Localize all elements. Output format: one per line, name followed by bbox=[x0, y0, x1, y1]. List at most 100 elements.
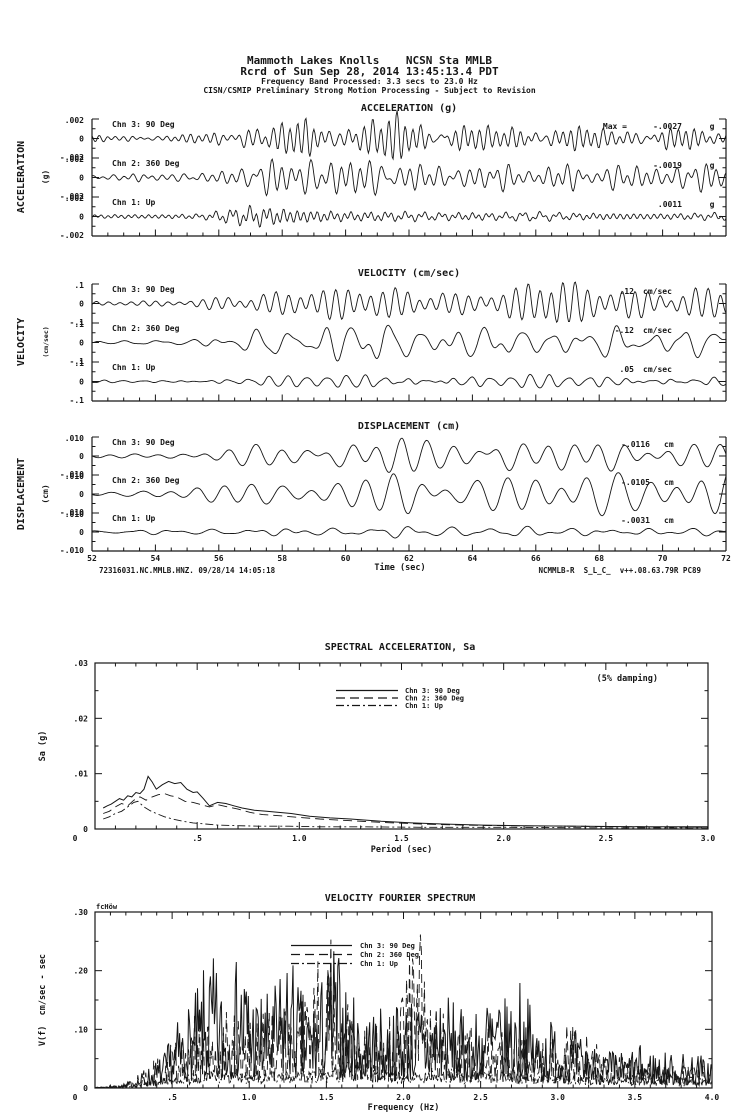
velocity-fourier-spectrum-title: VELOCITY FOURIER SPECTRUM bbox=[325, 893, 476, 904]
max-value: -.0105 bbox=[621, 478, 650, 487]
y-tick-label: .02 bbox=[74, 714, 89, 723]
x-tick-label: 3.0 bbox=[551, 1093, 566, 1102]
x-tick-label: 0 bbox=[73, 834, 78, 843]
max-unit: cm/sec bbox=[643, 287, 672, 296]
y-tick-label: 0 bbox=[79, 213, 84, 222]
x-tick-label: 0 bbox=[73, 1093, 78, 1102]
y-tick-label: .03 bbox=[74, 659, 89, 668]
acceleration-title: ACCELERATION (g) bbox=[361, 103, 457, 114]
displacement-channel-label: Chn 3: 90 Deg bbox=[112, 438, 175, 447]
y-tick-label: 0 bbox=[79, 300, 84, 309]
velocity-fourier-spectrum-y-axis-title: V(f) cm/sec - sec bbox=[38, 954, 48, 1046]
max-value: -.0031 bbox=[621, 516, 650, 525]
x-tick-label: .5 bbox=[167, 1093, 177, 1102]
x-tick-label: 2.0 bbox=[396, 1093, 411, 1102]
time-tick-label: 60 bbox=[341, 554, 351, 563]
max-unit: g bbox=[710, 161, 715, 170]
x-tick-label: 3.5 bbox=[628, 1093, 643, 1102]
y-tick-label: -.010 bbox=[60, 546, 84, 555]
plot-frame bbox=[94, 662, 709, 830]
max-value: -.0019 bbox=[653, 161, 682, 170]
y-tick-label: -.1 bbox=[70, 396, 85, 405]
max-unit: cm bbox=[664, 516, 674, 525]
y-tick-label: .20 bbox=[74, 967, 89, 976]
legend-label: Chn 2: 360 Deg bbox=[360, 951, 419, 959]
y-tick-label: .010 bbox=[65, 434, 84, 443]
spectral-acceleration-x-axis-title: Period (sec) bbox=[371, 844, 432, 855]
max-value: -.0116 bbox=[621, 440, 650, 449]
legend-label: Chn 3: 90 Deg bbox=[405, 687, 460, 695]
time-tick-label: 68 bbox=[594, 554, 604, 563]
x-tick-label: 1.5 bbox=[319, 1093, 334, 1102]
velocity-fourier-spectrum-series-1 bbox=[95, 951, 713, 1090]
spectral-acceleration-series-2 bbox=[103, 793, 709, 828]
time-tick-label: 56 bbox=[214, 554, 224, 563]
displacement-trace-chn1 bbox=[92, 525, 727, 539]
y-tick-label: -.1 bbox=[70, 357, 85, 366]
velocity-channel-label: Chn 2: 360 Deg bbox=[112, 324, 180, 333]
y-tick-label: 0 bbox=[79, 528, 84, 537]
spectral-acceleration-series-3 bbox=[103, 800, 708, 829]
max-prefix: Max = bbox=[603, 122, 627, 131]
acceleration-axis-label: ACCELERATION bbox=[16, 141, 27, 213]
velocity-fourier-spectrum-x-axis-title: Frequency (Hz) bbox=[368, 1103, 440, 1113]
velocity-channel-label: Chn 1: Up bbox=[112, 363, 156, 372]
corner-frequency-label: fcHöw bbox=[96, 903, 118, 911]
y-tick-label: .010 bbox=[65, 472, 84, 481]
x-tick-label: 2.5 bbox=[473, 1093, 488, 1102]
velocity-axis-label: VELOCITY bbox=[16, 318, 27, 366]
time-tick-label: 72 bbox=[721, 554, 731, 563]
max-unit: cm bbox=[664, 440, 674, 449]
spectral-acceleration-y-axis-title: Sa (g) bbox=[38, 731, 48, 762]
frequency-band-note: Frequency Band Processed: 3.3 secs to 23… bbox=[261, 77, 478, 86]
acceleration-trace-chn1 bbox=[91, 204, 727, 228]
x-tick-label: 2.0 bbox=[496, 834, 511, 843]
acceleration-channel-label: Chn 1: Up bbox=[112, 198, 156, 207]
max-value: .12 bbox=[620, 287, 635, 296]
x-tick-label: 2.5 bbox=[599, 834, 614, 843]
y-tick-label: 0 bbox=[79, 490, 84, 499]
max-value: .0011 bbox=[658, 200, 682, 209]
y-tick-label: -.010 bbox=[60, 508, 84, 517]
time-axis-title: Time (sec) bbox=[374, 562, 425, 573]
spectral-acceleration-series-1 bbox=[102, 775, 708, 828]
acceleration-trace-chn2 bbox=[91, 158, 727, 197]
y-tick-label: -.002 bbox=[60, 231, 84, 240]
y-tick-label: .002 bbox=[65, 194, 84, 203]
max-value: .05 bbox=[620, 365, 635, 374]
displacement-trace-chn3 bbox=[91, 437, 727, 473]
y-tick-label: .010 bbox=[65, 510, 84, 519]
legend-label: Chn 1: Up bbox=[360, 960, 398, 968]
y-tick-label: .01 bbox=[74, 770, 89, 779]
acceleration-trace-chn3 bbox=[91, 110, 727, 161]
record-header: Mammoth Lakes Knolls NCSN Sta MMLB Rcrd … bbox=[0, 54, 739, 95]
y-tick-label: .002 bbox=[65, 155, 84, 164]
legend-label: Chn 2: 360 Deg bbox=[405, 695, 464, 703]
velocity-axis-unit: (cm/sec) bbox=[42, 326, 50, 357]
acceleration-axis-unit: (g) bbox=[41, 170, 50, 184]
y-tick-label: -.002 bbox=[60, 192, 84, 201]
max-unit: cm/sec bbox=[643, 365, 672, 374]
time-tick-label: 62 bbox=[404, 554, 414, 563]
y-tick-label: .1 bbox=[74, 281, 84, 290]
spectral-acceleration-title: SPECTRAL ACCELERATION, Sa bbox=[325, 642, 476, 653]
y-tick-label: 0 bbox=[79, 174, 84, 183]
velocity-fourier-spectrum-chart: VELOCITY FOURIER SPECTRUM fcHöw .30 .20 .10 0… bbox=[38, 893, 719, 1113]
time-tick-label: 70 bbox=[658, 554, 668, 563]
legend-label: Chn 1: Up bbox=[405, 702, 443, 710]
y-tick-label: 0 bbox=[83, 1084, 88, 1093]
displacement-trace-chn2 bbox=[91, 472, 727, 517]
velocity-title: VELOCITY (cm/sec) bbox=[358, 268, 460, 279]
max-unit: cm bbox=[664, 478, 674, 487]
y-tick-label: .002 bbox=[65, 116, 84, 125]
y-tick-label: 0 bbox=[79, 452, 84, 461]
y-tick-label: 0 bbox=[79, 378, 84, 387]
velocity-fourier-spectrum-series-3 bbox=[94, 1061, 713, 1089]
station-title: Mammoth Lakes Knolls NCSN Sta MMLB bbox=[246, 54, 493, 67]
x-tick-label: 1.0 bbox=[242, 1093, 257, 1102]
processing-id: NCMMLB-R S_L_C_ v++.08.63.79R PC89 bbox=[538, 566, 701, 575]
record-id: 72316031.NC.MMLB.HNZ. 09/28/14 14:05:18 bbox=[99, 566, 276, 575]
y-tick-label: 0 bbox=[79, 135, 84, 144]
